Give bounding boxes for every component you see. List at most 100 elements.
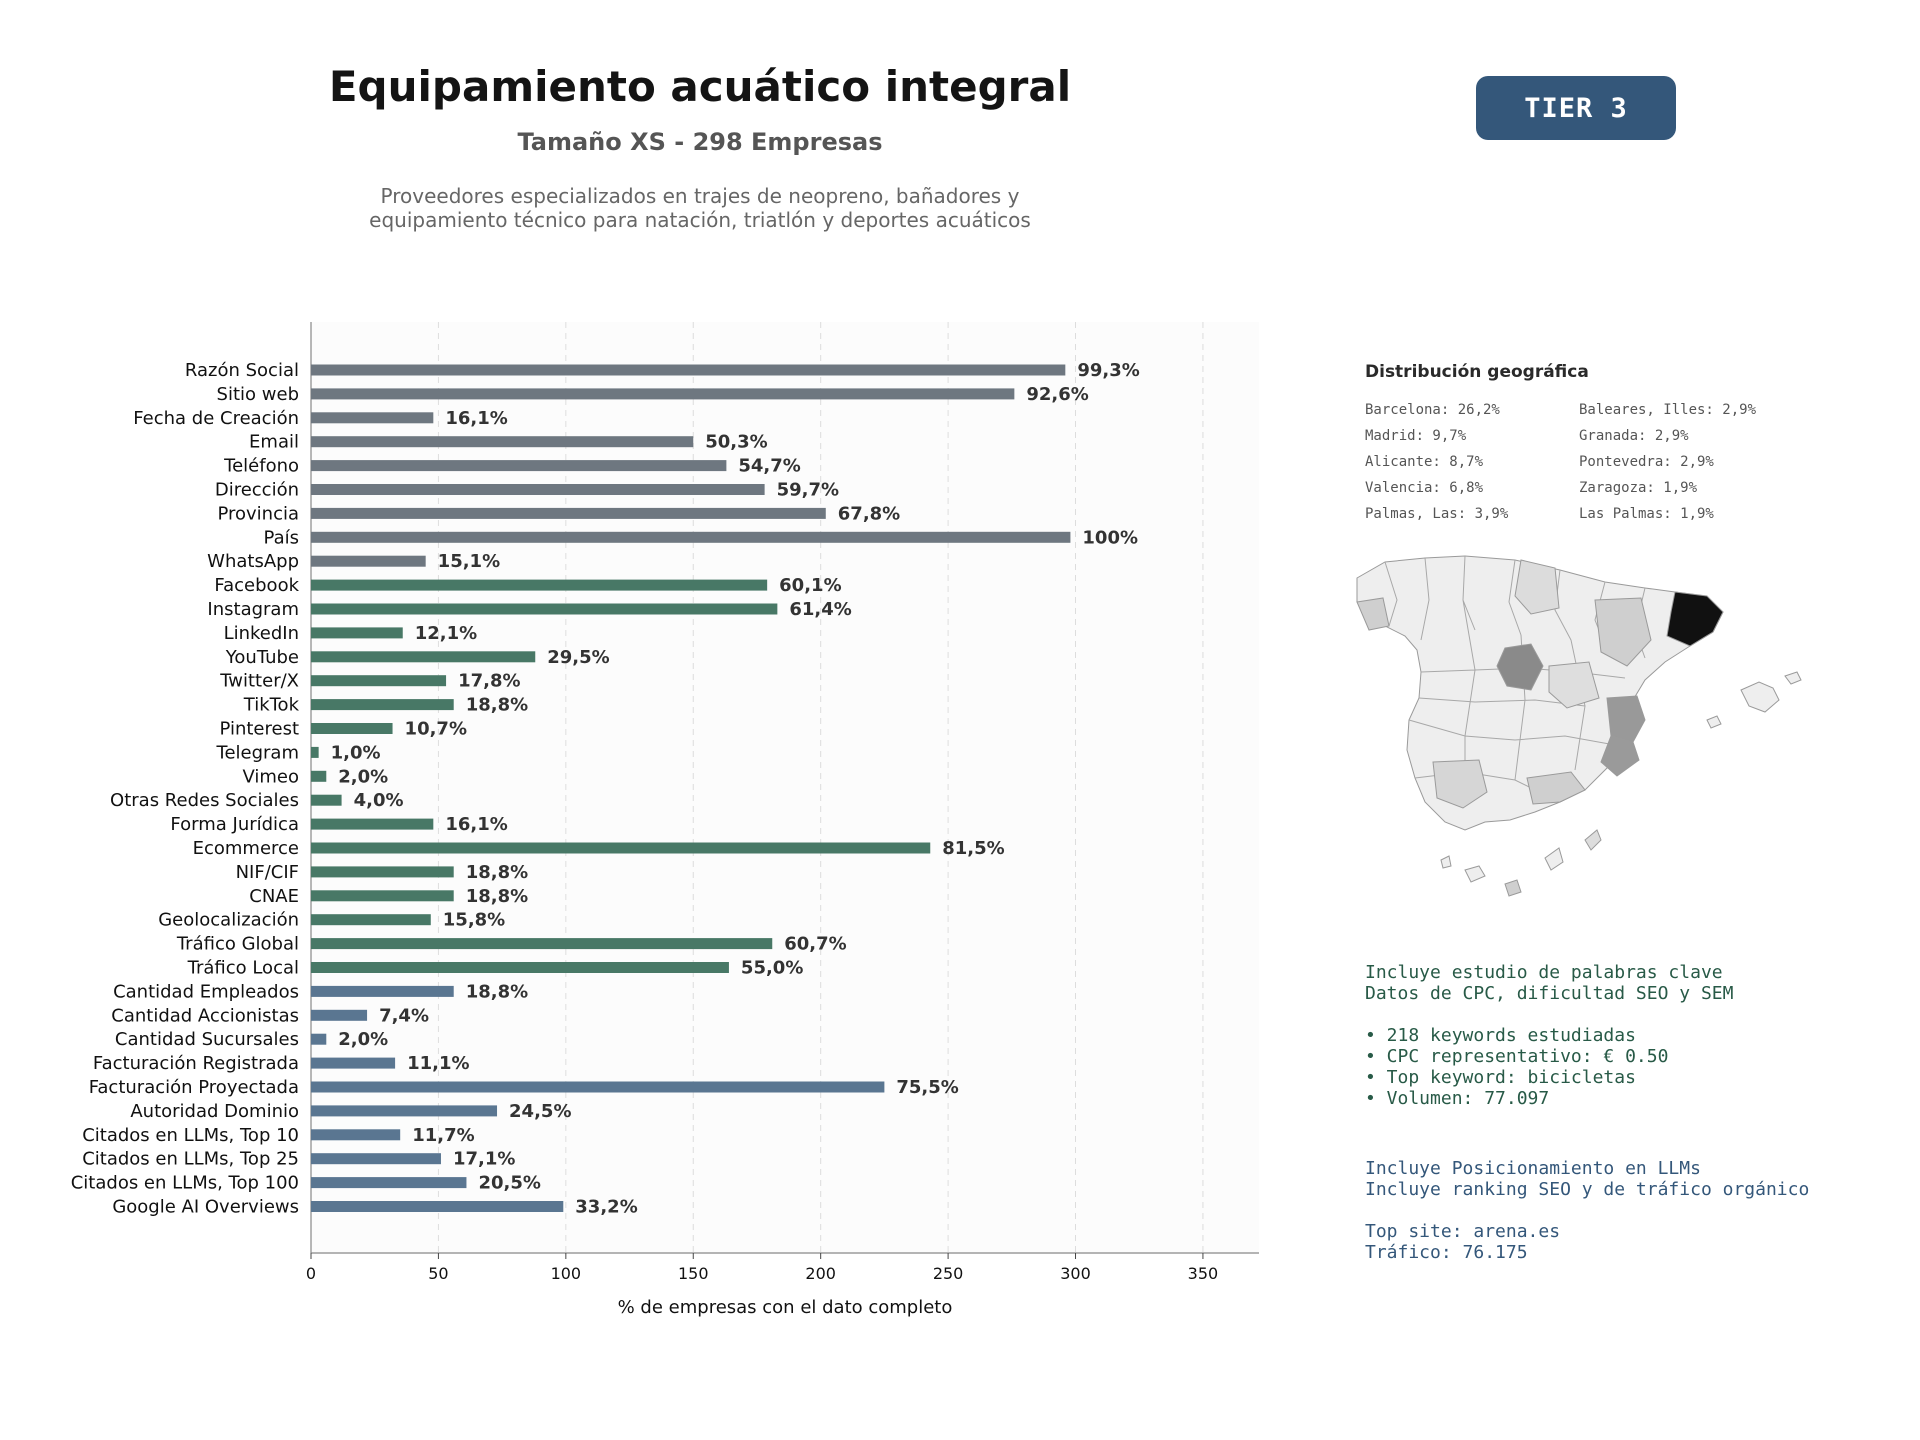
bar [311,723,393,734]
bar [311,364,1066,376]
map-alicante [1600,735,1640,777]
x-tick-label: 150 [678,1264,709,1283]
value-label: 15,1% [438,551,500,572]
category-label: Otras Redes Sociales [110,790,299,811]
map-canarias [1464,865,1486,883]
bar [311,985,454,997]
keywords-bullet: • 218 keywords estudiadas [1365,1025,1636,1046]
map-granada [1526,771,1586,805]
bar [311,1105,498,1117]
keywords-bullet: • Volumen: 77.097 [1365,1088,1550,1109]
bar [311,531,1071,543]
bar [311,627,403,639]
keywords-bullet: • CPC representativo: € 0.50 [1365,1046,1669,1067]
value-label: 50,3% [705,432,767,453]
value-label: 1,0% [331,742,381,763]
geo-item: Pontevedra: 2,9% [1579,454,1714,470]
bar [311,938,773,950]
plot-area [311,322,1259,1253]
category-label: WhatsApp [207,551,299,572]
tier-badge: TIER 3 [1476,76,1676,140]
category-label: Facebook [214,575,299,596]
value-label: 12,1% [415,623,477,644]
value-label: 2,0% [338,766,388,787]
bar [311,1033,327,1045]
x-tick-label: 250 [933,1264,964,1283]
map-canarias [1584,829,1602,851]
value-label: 18,8% [466,981,528,1002]
category-label: Provincia [217,503,299,524]
llm-line: Incluye Posicionamiento en LLMs [1365,1158,1701,1179]
x-tick-label: 100 [551,1264,582,1283]
map-sevilla [1432,759,1488,809]
bar [311,866,454,878]
keywords-line: Incluye estudio de palabras clave [1365,962,1723,983]
geo-item: Granada: 2,9% [1579,428,1689,444]
value-label: 60,1% [779,575,841,596]
bar-chart: 0 50 100 150 200 250 300 350 % de empresas con e… [71,322,1259,1318]
value-label: 99,3% [1077,360,1139,381]
bar [311,460,727,472]
bar [311,699,454,711]
bar [311,962,729,973]
category-label: Cantidad Sucursales [115,1029,299,1050]
bar [311,890,454,902]
value-label: 10,7% [405,719,467,740]
map-region [1548,661,1600,709]
keywords-panel: Incluye estudio de palabras clave Datos … [1365,962,1733,1109]
page-title: Equipamiento acuático integral [328,62,1072,111]
value-label: 59,7% [777,480,839,501]
value-label: 61,4% [789,599,851,620]
category-label: Google AI Overviews [112,1197,299,1218]
category-label: Twitter/X [219,671,299,692]
category-label: Ecommerce [193,838,299,859]
geo-item: Alicante: 8,7% [1365,454,1484,470]
page-subtitle: Tamaño XS - 298 Empresas [517,128,883,156]
map-zaragoza [1594,597,1652,667]
category-label: Cantidad Accionistas [111,1005,299,1026]
bar [311,842,931,854]
category-label: Citados en LLMs, Top 10 [82,1125,299,1146]
category-label: Geolocalización [158,910,299,931]
category-label: Citados en LLMs, Top 100 [71,1173,299,1194]
page-description: Proveedores especializados en trajes de … [369,184,1031,232]
value-label: 17,1% [453,1149,515,1170]
value-label: 7,4% [379,1005,429,1026]
bar [311,603,778,615]
llm-top-site: Top site: arena.es [1365,1221,1561,1242]
category-label: País [264,527,299,548]
map-baleares [1706,715,1722,729]
bar [311,746,319,758]
category-label: Pinterest [219,719,299,740]
value-label: 18,8% [466,695,528,716]
bar [311,1201,564,1212]
value-label: 17,8% [458,671,520,692]
value-label: 4,0% [354,790,404,811]
bar [311,555,426,567]
geo-item: Las Palmas: 1,9% [1579,506,1714,522]
value-label: 18,8% [466,862,528,883]
map-baleares [1740,681,1780,713]
llm-line: Incluye ranking SEO y de tráfico orgánic… [1365,1179,1810,1200]
category-label: Autoridad Dominio [130,1101,299,1122]
bar [311,1129,401,1141]
category-label: Facturación Registrada [93,1053,299,1074]
value-label: 24,5% [509,1101,571,1122]
map-barcelona [1666,591,1724,647]
keywords-bullet: • Top keyword: bicicletas [1365,1067,1636,1088]
x-tick-label: 200 [805,1264,836,1283]
category-label: Citados en LLMs, Top 25 [82,1149,299,1170]
bar [311,388,1015,400]
category-label: NIF/CIF [236,862,299,883]
x-tick-label: 0 [306,1264,316,1283]
value-label: 100% [1082,527,1138,548]
value-label: 18,8% [466,886,528,907]
category-label: YouTube [225,647,299,668]
value-label: 2,0% [338,1029,388,1050]
geo-item: Palmas, Las: 3,9% [1365,506,1509,522]
value-label: 16,1% [445,408,507,429]
category-label: LinkedIn [224,623,299,644]
value-label: 11,7% [412,1125,474,1146]
geo-item: Valencia: 6,8% [1365,480,1484,496]
value-label: 75,5% [896,1077,958,1098]
